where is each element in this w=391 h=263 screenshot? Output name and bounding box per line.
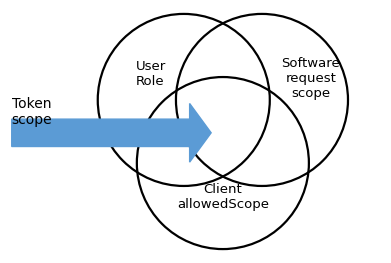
Text: User
Role: User Role (135, 60, 166, 88)
FancyArrow shape (12, 103, 211, 162)
Text: Token
scope: Token scope (12, 97, 52, 127)
Text: Software
request
scope: Software request scope (282, 57, 340, 100)
Text: Client
allowedScope: Client allowedScope (177, 183, 269, 211)
